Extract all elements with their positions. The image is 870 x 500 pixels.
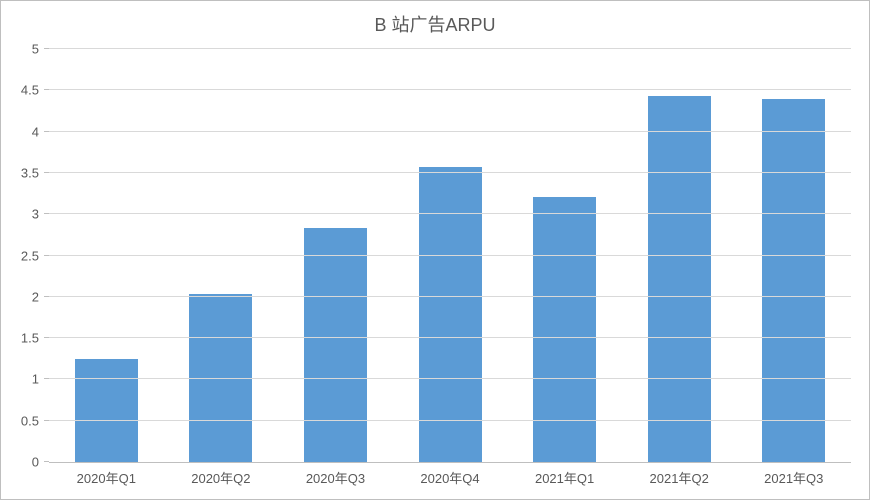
x-tick-label: 2020年Q4: [393, 468, 508, 487]
bar-slot: 2020年Q3: [278, 49, 393, 462]
y-tick-mark: [44, 461, 49, 462]
chart-title: B 站广告ARPU: [1, 11, 869, 37]
bar: [533, 197, 596, 462]
y-tick-mark: [44, 131, 49, 132]
bar-slot: 2020年Q2: [164, 49, 279, 462]
gridline: [49, 172, 851, 173]
gridline: [49, 378, 851, 379]
bar-slot: 2021年Q1: [507, 49, 622, 462]
bar-slot: 2020年Q1: [49, 49, 164, 462]
y-tick-mark: [44, 255, 49, 256]
gridline: [49, 255, 851, 256]
y-tick-mark: [44, 89, 49, 90]
y-tick-mark: [44, 420, 49, 421]
y-tick-mark: [44, 296, 49, 297]
y-tick-mark: [44, 172, 49, 173]
y-tick-mark: [44, 337, 49, 338]
y-tick-label: 0: [32, 455, 39, 470]
bar: [762, 99, 825, 462]
x-tick-label: 2020年Q3: [278, 468, 393, 487]
bar-slot: 2021年Q2: [622, 49, 737, 462]
bar: [419, 167, 482, 462]
bar: [75, 359, 138, 462]
gridline: [49, 213, 851, 214]
y-tick-label: 0.5: [21, 413, 39, 428]
plot-area: 2020年Q12020年Q22020年Q32020年Q42021年Q12021年…: [49, 49, 851, 463]
chart-frame: B 站广告ARPU 2020年Q12020年Q22020年Q32020年Q420…: [0, 0, 870, 500]
gridline: [49, 89, 851, 90]
x-tick-label: 2021年Q2: [622, 468, 737, 487]
y-tick-mark: [44, 48, 49, 49]
bar-group: 2020年Q12020年Q22020年Q32020年Q42021年Q12021年…: [49, 49, 851, 462]
y-tick-label: 4.5: [21, 83, 39, 98]
x-tick-label: 2021年Q1: [507, 468, 622, 487]
y-tick-label: 3: [32, 207, 39, 222]
bar: [304, 228, 367, 462]
y-tick-label: 5: [32, 42, 39, 57]
y-tick-mark: [44, 213, 49, 214]
bar-slot: 2020年Q4: [393, 49, 508, 462]
y-tick-label: 1.5: [21, 331, 39, 346]
y-tick-label: 1: [32, 372, 39, 387]
gridline: [49, 296, 851, 297]
x-tick-label: 2021年Q3: [736, 468, 851, 487]
gridline: [49, 337, 851, 338]
gridline: [49, 131, 851, 132]
y-tick-label: 2: [32, 289, 39, 304]
bar: [648, 96, 711, 462]
x-tick-label: 2020年Q1: [49, 468, 164, 487]
x-tick-label: 2020年Q2: [164, 468, 279, 487]
y-tick-label: 4: [32, 124, 39, 139]
gridline: [49, 420, 851, 421]
bar-slot: 2021年Q3: [736, 49, 851, 462]
y-tick-label: 2.5: [21, 248, 39, 263]
y-tick-mark: [44, 378, 49, 379]
y-tick-label: 3.5: [21, 165, 39, 180]
gridline: [49, 48, 851, 49]
